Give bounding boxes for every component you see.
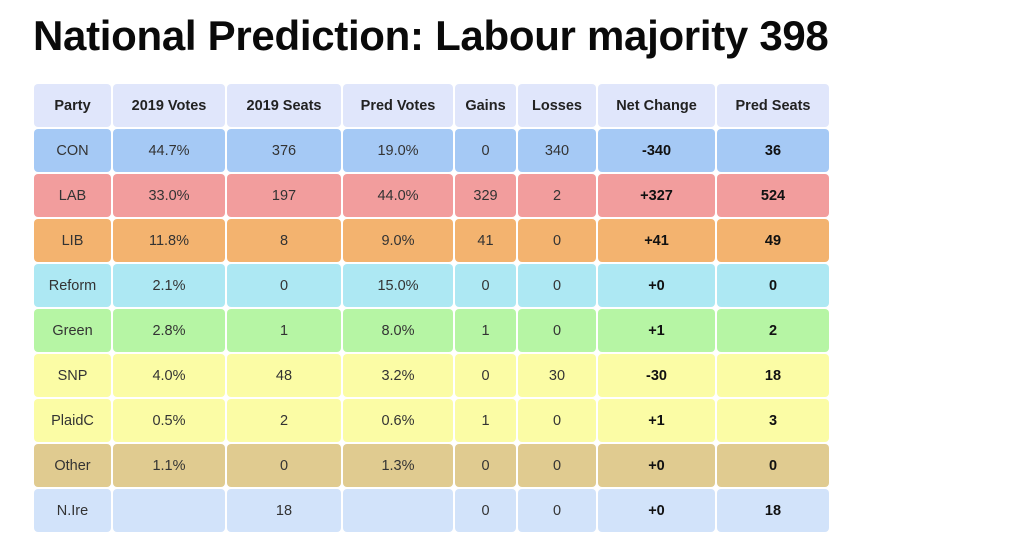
column-header-gains: Gains	[455, 84, 516, 127]
cell-pred-votes: 19.0%	[343, 129, 453, 172]
cell-pred-seats: 0	[717, 264, 829, 307]
cell-pred-seats: 0	[717, 444, 829, 487]
cell-net-change: +41	[598, 219, 715, 262]
cell-losses: 0	[518, 399, 596, 442]
cell-2019-seats: 18	[227, 489, 341, 532]
cell-gains: 0	[455, 264, 516, 307]
party-name-cell: PlaidC	[34, 399, 111, 442]
column-header-2019-seats: 2019 Seats	[227, 84, 341, 127]
cell-gains: 0	[455, 129, 516, 172]
party-name-cell: N.Ire	[34, 489, 111, 532]
cell-pred-votes: 9.0%	[343, 219, 453, 262]
column-header-2019-votes: 2019 Votes	[113, 84, 225, 127]
cell-2019-votes: 33.0%	[113, 174, 225, 217]
cell-net-change: +0	[598, 264, 715, 307]
cell-2019-votes: 2.1%	[113, 264, 225, 307]
cell-pred-votes	[343, 489, 453, 532]
cell-2019-seats: 1	[227, 309, 341, 352]
cell-gains: 0	[455, 489, 516, 532]
page-title: National Prediction: Labour majority 398	[33, 12, 829, 59]
cell-net-change: +327	[598, 174, 715, 217]
column-header-net-change: Net Change	[598, 84, 715, 127]
cell-net-change: +0	[598, 489, 715, 532]
cell-2019-votes: 2.8%	[113, 309, 225, 352]
cell-2019-seats: 48	[227, 354, 341, 397]
cell-pred-votes: 15.0%	[343, 264, 453, 307]
column-header-pred-votes: Pred Votes	[343, 84, 453, 127]
cell-net-change: +1	[598, 399, 715, 442]
cell-2019-seats: 0	[227, 264, 341, 307]
cell-gains: 0	[455, 354, 516, 397]
cell-losses: 0	[518, 219, 596, 262]
cell-pred-seats: 3	[717, 399, 829, 442]
cell-2019-votes: 1.1%	[113, 444, 225, 487]
cell-losses: 0	[518, 264, 596, 307]
column-header-losses: Losses	[518, 84, 596, 127]
column-header-pred-seats: Pred Seats	[717, 84, 829, 127]
party-name-cell: LAB	[34, 174, 111, 217]
cell-losses: 0	[518, 309, 596, 352]
cell-losses: 30	[518, 354, 596, 397]
cell-2019-votes	[113, 489, 225, 532]
cell-losses: 340	[518, 129, 596, 172]
cell-pred-votes: 0.6%	[343, 399, 453, 442]
cell-net-change: -30	[598, 354, 715, 397]
cell-2019-seats: 2	[227, 399, 341, 442]
column-header-party: Party	[34, 84, 111, 127]
cell-gains: 1	[455, 399, 516, 442]
cell-2019-votes: 0.5%	[113, 399, 225, 442]
cell-gains: 329	[455, 174, 516, 217]
party-name-cell: Reform	[34, 264, 111, 307]
party-name-cell: LIB	[34, 219, 111, 262]
cell-pred-seats: 49	[717, 219, 829, 262]
cell-2019-seats: 376	[227, 129, 341, 172]
cell-2019-seats: 8	[227, 219, 341, 262]
cell-net-change: -340	[598, 129, 715, 172]
cell-2019-votes: 4.0%	[113, 354, 225, 397]
party-name-cell: Other	[34, 444, 111, 487]
cell-losses: 2	[518, 174, 596, 217]
prediction-table: Party 2019 Votes 2019 Seats Pred Votes Gains…	[34, 84, 829, 532]
cell-net-change: +0	[598, 444, 715, 487]
party-name-cell: Green	[34, 309, 111, 352]
cell-pred-seats: 2	[717, 309, 829, 352]
cell-gains: 1	[455, 309, 516, 352]
party-name-cell: SNP	[34, 354, 111, 397]
cell-gains: 0	[455, 444, 516, 487]
cell-pred-seats: 18	[717, 489, 829, 532]
cell-losses: 0	[518, 489, 596, 532]
cell-2019-votes: 44.7%	[113, 129, 225, 172]
cell-pred-votes: 3.2%	[343, 354, 453, 397]
cell-2019-seats: 197	[227, 174, 341, 217]
party-name-cell: CON	[34, 129, 111, 172]
cell-pred-seats: 36	[717, 129, 829, 172]
cell-pred-seats: 18	[717, 354, 829, 397]
cell-2019-votes: 11.8%	[113, 219, 225, 262]
cell-pred-votes: 8.0%	[343, 309, 453, 352]
cell-gains: 41	[455, 219, 516, 262]
cell-losses: 0	[518, 444, 596, 487]
cell-2019-seats: 0	[227, 444, 341, 487]
cell-pred-votes: 1.3%	[343, 444, 453, 487]
cell-net-change: +1	[598, 309, 715, 352]
cell-pred-seats: 524	[717, 174, 829, 217]
cell-pred-votes: 44.0%	[343, 174, 453, 217]
